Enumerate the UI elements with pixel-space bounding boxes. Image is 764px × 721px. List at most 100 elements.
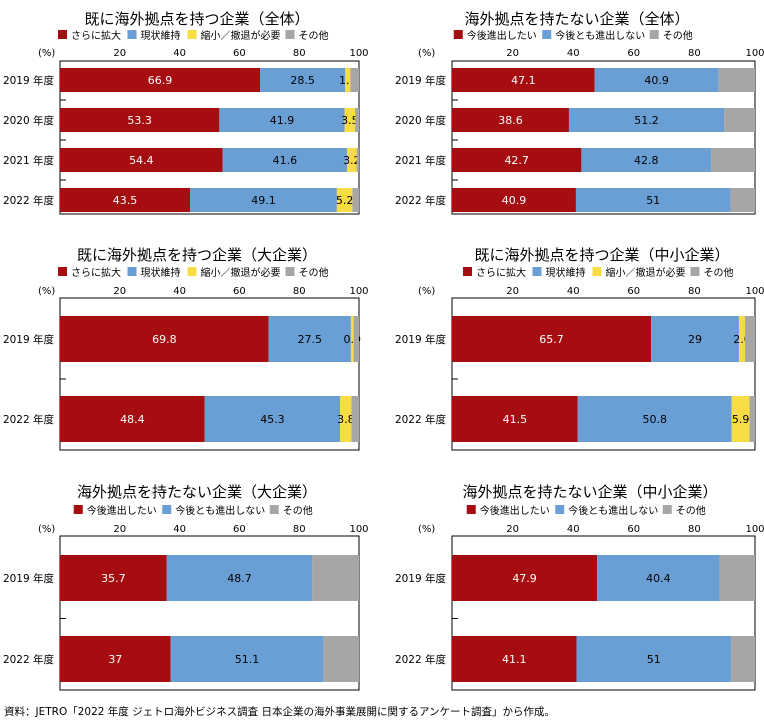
x-tick-label: 80 (688, 48, 701, 59)
bar-segment (718, 68, 755, 92)
data-label: 41.9 (270, 114, 295, 127)
data-label: 66.9 (148, 74, 173, 87)
bar-segment (452, 636, 577, 682)
legend-label: 今後進出したい (480, 504, 550, 517)
bar-segment (575, 188, 731, 212)
x-tick-label: 20 (113, 286, 126, 297)
bar-segment (651, 316, 739, 362)
bar-segment (724, 108, 755, 132)
x-tick-label: 100 (349, 286, 368, 297)
bar-segment (323, 636, 359, 682)
bar-segment (351, 396, 359, 442)
axis-unit-label: (%) (38, 524, 55, 535)
bar-segment (452, 188, 576, 212)
data-label: 5.2 (336, 194, 354, 207)
category-label: 2022 年度 (3, 413, 55, 426)
legend-label: さらに拡大 (71, 29, 121, 42)
data-label: 45.3 (260, 413, 285, 426)
legend-swatch (453, 30, 463, 39)
bar-segment (749, 396, 755, 442)
chart-panel-6: 海外拠点を持たない企業（中小企業） 今後進出したい 今後とも進出しない その他 (%) 2… (395, 483, 764, 691)
source-note: 資料：JETRO「2022 年度 ジェトロ海外ビジネス調査 日本企業の海外事業展… (4, 706, 556, 718)
legend-swatch (269, 505, 279, 514)
x-tick-label: 60 (627, 524, 640, 535)
chart-title: 既に海外拠点を持つ企業（全体） (84, 10, 309, 28)
x-tick-label: 60 (233, 524, 246, 535)
data-label: 69.8 (152, 333, 177, 346)
legend-label: 現状維持 (546, 266, 586, 279)
x-tick-label: 80 (688, 286, 701, 297)
legend-swatch (649, 30, 659, 39)
bar-segment (336, 188, 353, 212)
bar-segment (347, 148, 357, 172)
x-tick-label: 100 (745, 286, 764, 297)
bar-segment (452, 68, 595, 92)
bar-segment (452, 396, 578, 442)
bar-segment (594, 68, 719, 92)
data-label: 42.8 (634, 154, 659, 167)
bar-segment (166, 555, 313, 601)
legend-label: 縮小／撤退が必要 (201, 29, 281, 42)
plot-frame (59, 60, 360, 215)
chart-panel-3: 既に海外拠点を持つ企業（大企業） さらに拡大 現状維持 縮小／撤退が必要 その他 (%) 2… (3, 246, 369, 451)
category-label: 2022 年度 (395, 653, 447, 666)
bar-segment (745, 316, 755, 362)
plot-frame (451, 297, 756, 451)
bar-segment (731, 636, 755, 682)
chart-panel-4: 既に海外拠点を持つ企業（中小企業） さらに拡大 現状維持 縮小／撤退が必要 その他 (%)… (395, 246, 764, 451)
bar-segment (350, 316, 354, 362)
legend-label: その他 (299, 266, 329, 279)
legend-label: その他 (663, 29, 693, 42)
legend-swatch (162, 505, 172, 514)
legend-swatch (58, 267, 67, 276)
data-label: 51.2 (634, 114, 659, 127)
legend-swatch (592, 267, 602, 276)
category-label: 2021 年度 (3, 154, 55, 167)
legend-swatch (73, 505, 83, 514)
x-tick-label: 20 (113, 48, 126, 59)
category-label: 2020 年度 (3, 114, 55, 127)
chart-panel-5: 海外拠点を持たない企業（大企業） 今後進出したい 今後とも進出しない その他 (%) 20… (3, 483, 369, 691)
data-label: 51.1 (235, 653, 260, 666)
data-label: 27.5 (298, 333, 323, 346)
legend-label: 今後進出したい (87, 504, 157, 517)
x-tick-label: 60 (233, 286, 246, 297)
data-label: 41.6 (273, 154, 298, 167)
legend-label: 今後とも進出しない (568, 504, 658, 517)
x-tick-label: 100 (349, 48, 368, 59)
bar-segment (219, 108, 345, 132)
legend-swatch (555, 505, 565, 514)
x-tick-label: 60 (233, 48, 246, 59)
category-label: 2019 年度 (395, 74, 447, 87)
bar-segment (312, 555, 359, 601)
bar-segment (222, 148, 348, 172)
bar-segment (355, 108, 359, 132)
category-label: 2022 年度 (395, 413, 447, 426)
legend-swatch (466, 505, 476, 514)
x-tick-label: 40 (567, 286, 580, 297)
x-tick-label: 60 (627, 286, 640, 297)
x-tick-label: 20 (506, 524, 519, 535)
bar-segment (452, 316, 652, 362)
bar-segment (711, 148, 755, 172)
data-label: 3.2 (343, 154, 361, 167)
bar-segment (204, 396, 341, 442)
bar-segment (60, 555, 167, 601)
x-tick-label: 40 (173, 286, 186, 297)
axis-unit-label: (%) (418, 524, 435, 535)
data-label: 3.5 (341, 114, 359, 127)
bar-segment (60, 148, 223, 172)
bar-segment (345, 68, 351, 92)
legend-label: さらに拡大 (476, 266, 526, 279)
x-tick-label: 80 (293, 48, 306, 59)
category-label: 2022 年度 (3, 194, 55, 207)
category-label: 2022 年度 (395, 194, 447, 207)
bar-segment (597, 555, 720, 601)
x-tick-label: 40 (173, 48, 186, 59)
legend-swatch (285, 30, 295, 39)
legend-swatch (127, 30, 137, 39)
bar-segment (190, 188, 337, 212)
bar-segment (170, 636, 324, 682)
bar-segment (581, 148, 712, 172)
